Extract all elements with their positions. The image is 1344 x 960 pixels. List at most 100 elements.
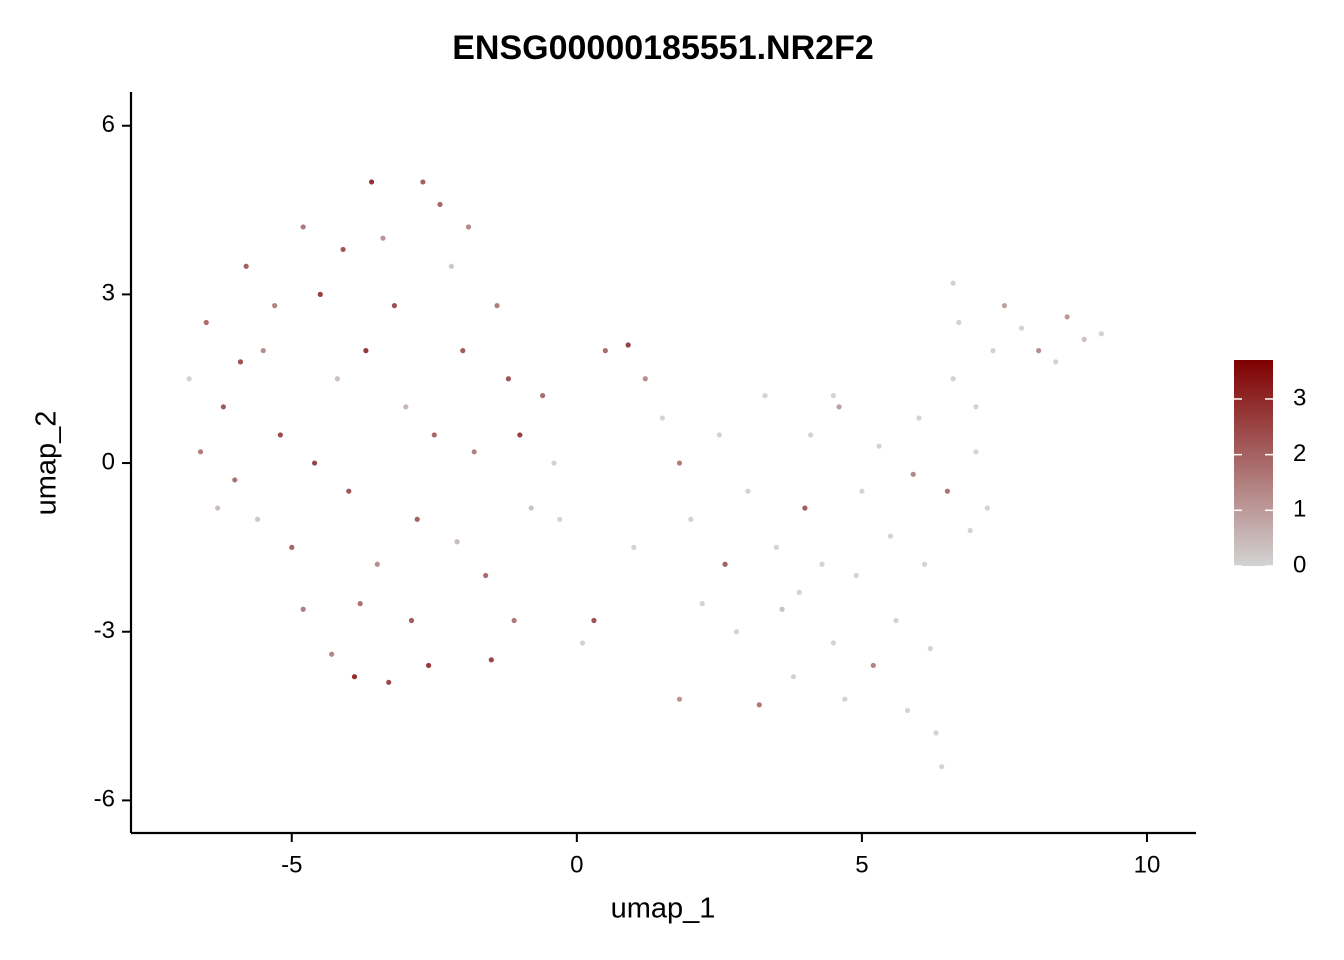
data-point <box>380 235 386 241</box>
data-point <box>551 460 557 466</box>
data-point <box>460 348 466 354</box>
data-point <box>973 404 979 410</box>
data-point <box>676 460 683 466</box>
data-point <box>859 488 865 494</box>
data-point <box>448 263 455 269</box>
data-point <box>317 291 323 297</box>
data-point <box>426 662 432 669</box>
data-point <box>836 404 842 410</box>
data-point <box>408 617 415 624</box>
data-point <box>602 348 608 354</box>
chart-title: ENSG00000185551.NR2F2 <box>452 29 874 67</box>
data-point <box>454 539 460 545</box>
data-point <box>807 432 814 438</box>
data-point <box>1053 359 1059 365</box>
data-point <box>300 606 306 612</box>
data-point <box>796 589 802 595</box>
data-point <box>950 376 956 382</box>
data-point <box>939 764 945 770</box>
data-point <box>289 544 295 550</box>
data-point <box>465 224 472 230</box>
data-point <box>391 303 397 309</box>
data-point <box>876 443 882 449</box>
data-point <box>699 601 705 607</box>
y-tick-label: -6 <box>94 786 115 813</box>
data-point <box>215 505 221 511</box>
data-point <box>186 376 192 382</box>
data-point <box>916 415 922 421</box>
data-point <box>984 505 990 511</box>
data-point <box>967 527 973 534</box>
data-point <box>642 376 648 382</box>
data-point <box>1064 314 1070 320</box>
data-point <box>488 657 494 663</box>
data-point <box>853 572 859 579</box>
data-point <box>842 696 848 702</box>
data-point <box>243 263 249 269</box>
x-tick-label: -5 <box>281 851 302 878</box>
data-point <box>973 449 979 455</box>
data-point <box>1081 336 1087 342</box>
data-point <box>1001 303 1008 309</box>
y-tick-label: 6 <box>102 111 115 138</box>
data-point <box>676 696 683 702</box>
data-point <box>517 432 523 438</box>
x-tick-label: 10 <box>1134 851 1161 878</box>
data-point <box>910 471 916 477</box>
data-point <box>922 561 928 567</box>
data-point <box>944 488 951 494</box>
data-point <box>779 606 785 612</box>
data-point <box>950 280 956 286</box>
data-point <box>688 516 694 522</box>
data-point <box>1018 325 1025 331</box>
colorbar-label: 2 <box>1293 440 1306 467</box>
data-point <box>790 674 797 680</box>
data-point <box>483 572 489 579</box>
data-point <box>716 432 722 438</box>
data-point <box>237 359 244 365</box>
data-point <box>471 449 477 455</box>
data-point <box>431 432 437 438</box>
data-point <box>437 201 443 208</box>
data-point <box>990 348 996 354</box>
data-point <box>272 303 278 309</box>
data-point <box>329 651 335 657</box>
colorbar-label: 1 <box>1293 496 1306 523</box>
colorbar-label: 0 <box>1293 551 1306 578</box>
data-point <box>956 319 962 326</box>
colorbar <box>1234 360 1273 566</box>
data-point <box>904 707 911 714</box>
data-point <box>420 179 426 185</box>
data-point <box>346 488 352 494</box>
data-point <box>414 516 420 522</box>
data-point <box>733 629 740 635</box>
data-point <box>334 376 340 382</box>
data-point <box>311 460 318 466</box>
data-point <box>505 376 512 382</box>
data-point <box>756 702 762 708</box>
data-point <box>870 662 876 669</box>
data-point <box>887 533 894 539</box>
data-point <box>300 224 306 230</box>
data-point <box>368 179 375 185</box>
data-point <box>819 561 825 567</box>
data-point <box>893 617 899 624</box>
data-point <box>254 516 261 522</box>
data-point <box>197 449 204 455</box>
y-tick-label: 3 <box>102 280 115 307</box>
y-tick-label: 0 <box>102 448 115 475</box>
x-axis-label: umap_1 <box>611 893 716 925</box>
colorbar-label: 3 <box>1293 384 1306 411</box>
data-point <box>1036 348 1042 354</box>
data-point <box>374 561 380 567</box>
data-point <box>203 319 209 326</box>
data-point <box>511 617 517 624</box>
data-point <box>386 679 392 685</box>
data-point <box>773 544 779 550</box>
data-point <box>802 505 808 511</box>
x-tick-label: 5 <box>855 851 868 878</box>
data-point <box>277 432 283 438</box>
data-point <box>557 516 563 522</box>
